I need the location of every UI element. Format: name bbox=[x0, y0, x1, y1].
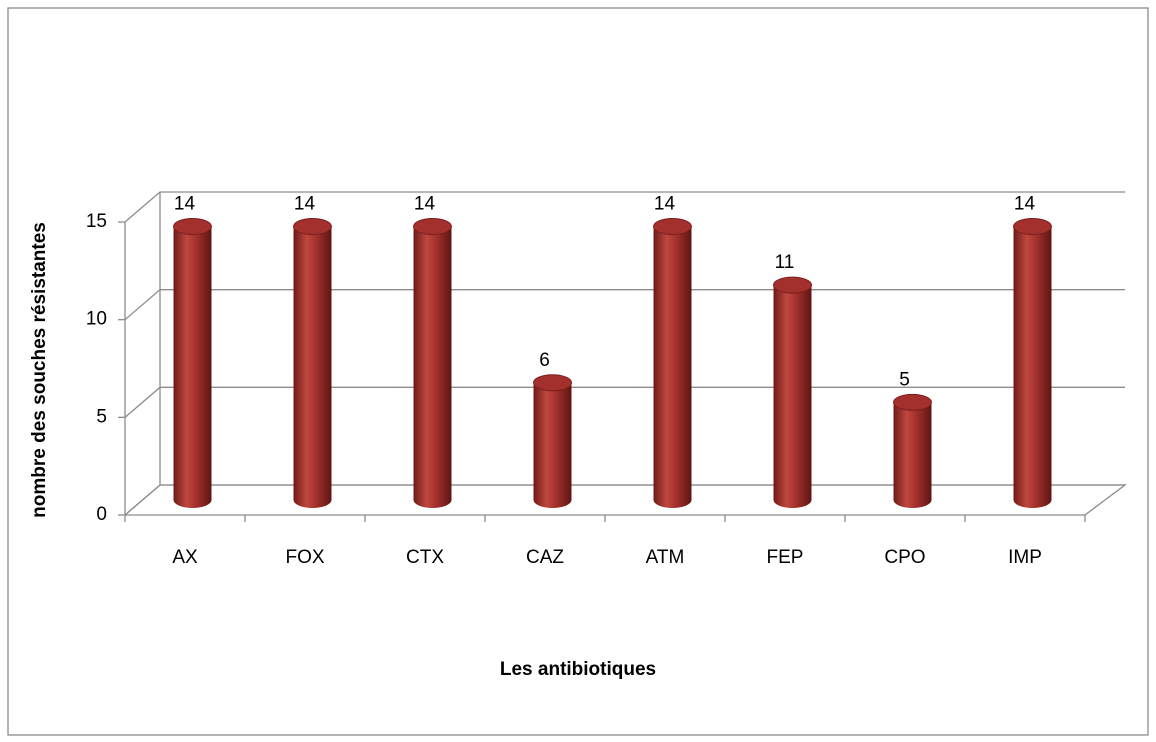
bar-body bbox=[413, 226, 452, 501]
bar bbox=[173, 218, 212, 508]
grid-line bbox=[124, 386, 1125, 418]
bar-top bbox=[893, 393, 932, 411]
bar bbox=[653, 218, 692, 508]
data-label: 11 bbox=[775, 252, 795, 273]
x-tick-label: CPO bbox=[884, 547, 925, 568]
bar bbox=[893, 393, 932, 508]
x-axis-label: Les antibiotiques bbox=[500, 659, 656, 680]
bar bbox=[1013, 218, 1052, 508]
y-tick-label: 0 bbox=[96, 504, 107, 525]
bar-top bbox=[1013, 218, 1052, 236]
bar bbox=[293, 218, 332, 508]
chart-frame bbox=[7, 7, 1149, 736]
bar-body bbox=[173, 226, 212, 501]
bar-top bbox=[653, 218, 692, 236]
bar bbox=[413, 218, 452, 508]
bar-body bbox=[653, 226, 692, 501]
data-label: 6 bbox=[539, 350, 550, 371]
bar-top bbox=[413, 218, 452, 236]
bar-body bbox=[293, 226, 332, 501]
data-label: 14 bbox=[414, 194, 436, 215]
data-label: 5 bbox=[899, 369, 910, 390]
x-tick-label: IMP bbox=[1008, 547, 1042, 568]
y-tick-label: 5 bbox=[96, 406, 107, 427]
bar bbox=[533, 374, 572, 508]
bar-body bbox=[1013, 226, 1052, 501]
floor bbox=[124, 484, 1127, 516]
bar-top bbox=[533, 374, 572, 392]
data-label: 14 bbox=[174, 194, 196, 215]
bar-body bbox=[773, 285, 812, 500]
x-tick-label: FOX bbox=[285, 547, 324, 568]
bar-top bbox=[773, 276, 812, 294]
bar bbox=[773, 276, 812, 508]
grid-line bbox=[124, 484, 1125, 516]
x-tick-label: CAZ bbox=[526, 547, 564, 568]
bar-top bbox=[293, 218, 332, 236]
data-label: 14 bbox=[654, 194, 676, 215]
x-tick-label: ATM bbox=[646, 547, 685, 568]
grid-line bbox=[124, 289, 1125, 321]
x-tick-label: FEP bbox=[767, 547, 804, 568]
x-tick-label: CTX bbox=[406, 547, 444, 568]
bar-top bbox=[173, 218, 212, 236]
bar-body bbox=[893, 402, 932, 500]
grid-line bbox=[124, 191, 1125, 223]
bar-body bbox=[533, 382, 572, 500]
x-tick-label: AX bbox=[172, 547, 198, 568]
y-axis-label: nombre des souches résistantes bbox=[29, 222, 50, 518]
data-label: 14 bbox=[294, 194, 316, 215]
y-tick-label: 15 bbox=[86, 211, 107, 232]
data-label: 14 bbox=[1014, 194, 1036, 215]
y-tick-label: 10 bbox=[86, 309, 107, 330]
